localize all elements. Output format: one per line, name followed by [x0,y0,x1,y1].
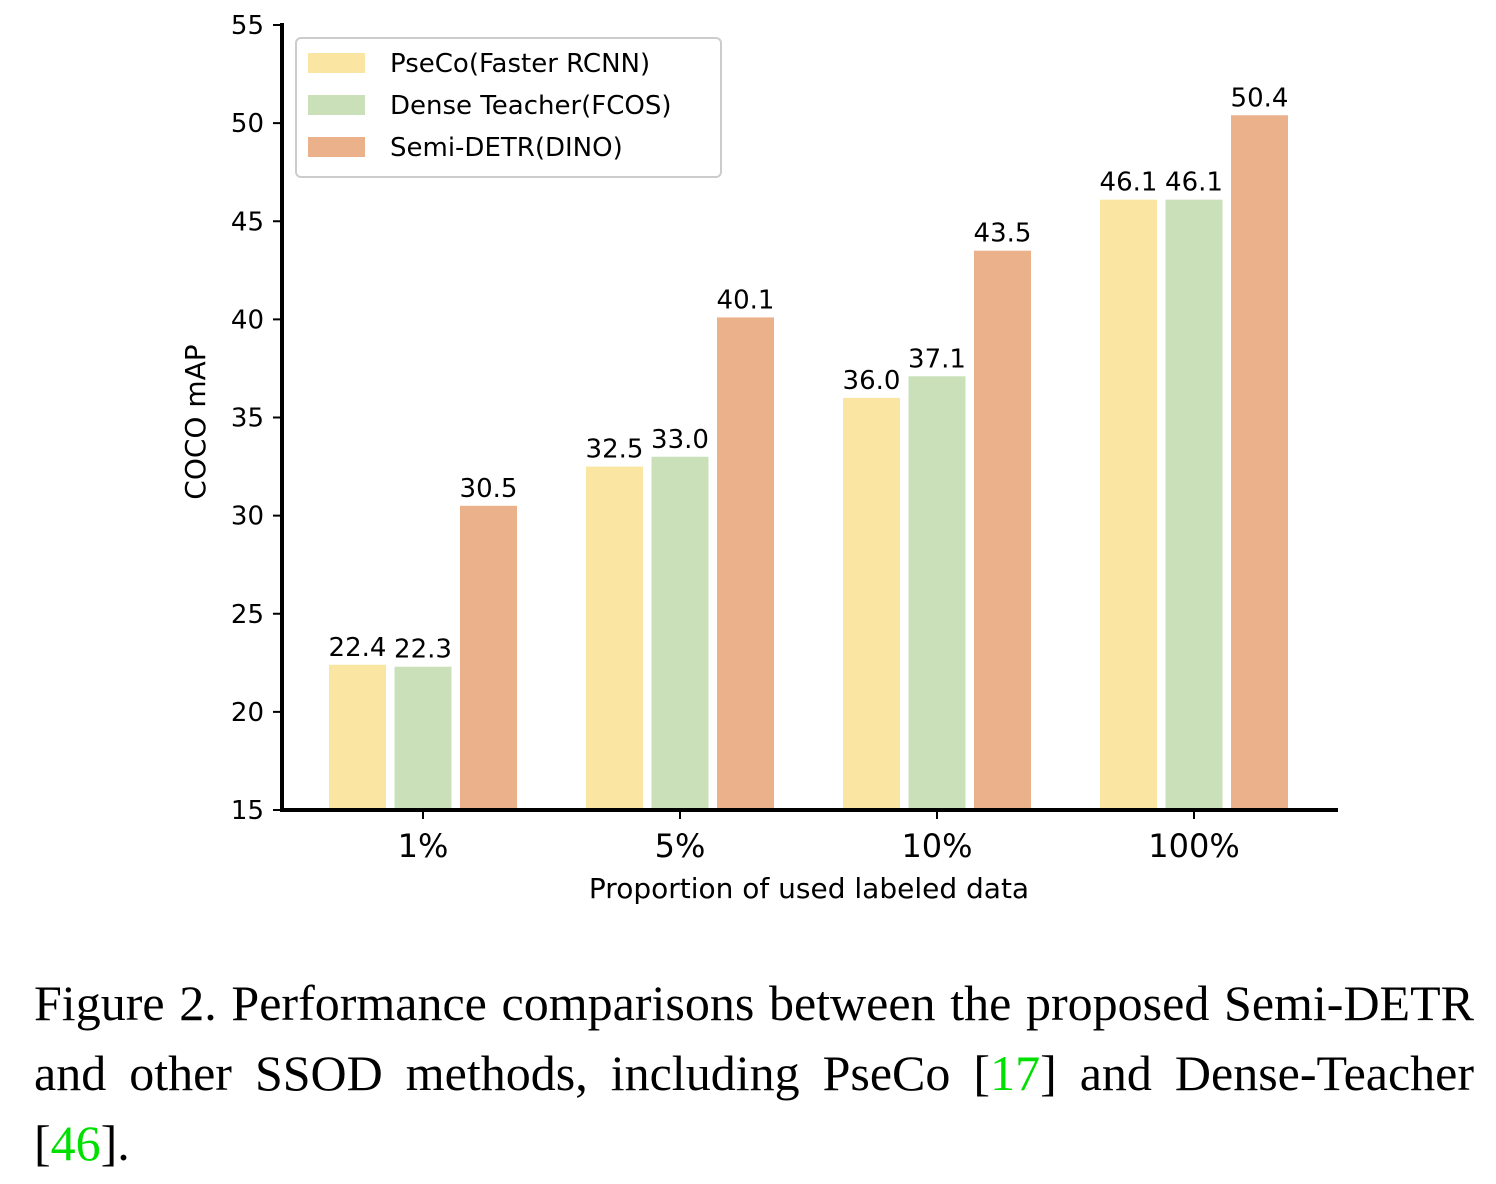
y-tick-label-30: 30 [231,502,264,532]
legend-swatch-3 [308,137,365,157]
legend-label-3: Semi-DETR(DINO) [390,133,623,163]
x-axis-label: Proportion of used labeled data [589,872,1029,905]
x-tick-label-2: 5% [655,827,706,865]
bar-1-1 [329,664,386,810]
value-label-3-2: 40.1 [717,285,775,315]
bar-1-2 [586,466,643,810]
x-tick-label-4: 100% [1148,827,1239,865]
value-label-2-2: 33.0 [651,425,709,455]
bar-3-4 [1231,115,1288,810]
legend-swatch-2 [308,95,365,115]
figure-caption: Figure 2. Performance comparisons betwee… [34,968,1474,1178]
legend: PseCo(Faster RCNN) Dense Teacher(FCOS) Sem… [295,37,722,178]
y-tick-label-45: 45 [231,207,264,237]
x-tick-label-3: 10% [901,827,972,865]
legend-label-2: Dense Teacher(FCOS) [390,91,672,121]
bar-2-4 [1165,199,1223,811]
legend-label-1: PseCo(Faster RCNN) [390,49,650,79]
value-label-3-4: 50.4 [1231,83,1289,113]
caption-text-1: Figure 2. Performance comparisons betwee… [34,975,1474,1101]
bar-2-2 [651,456,709,810]
y-ticks-layer: 15 20 25 30 35 40 45 50 55 [231,11,282,826]
bar-2-1 [394,666,452,810]
value-label-1-4: 46.1 [1100,168,1158,198]
bar-3-3 [974,250,1031,810]
bar-3-1 [460,505,517,810]
bar-2-3 [908,376,966,810]
y-tick-label-55: 55 [231,11,264,41]
bar-chart: 22.4 32.5 36.0 46.1 22.3 33.0 37.1 46.1 30.5 40.1… [179,11,1338,905]
value-label-3-3: 43.5 [974,219,1032,249]
value-label-1-3: 36.0 [843,366,901,396]
value-label-2-3: 37.1 [908,344,966,374]
citation-link-17[interactable]: 17 [990,1045,1041,1101]
bar-1-4 [1100,199,1157,811]
y-tick-label-15: 15 [231,796,264,826]
legend-swatch-1 [308,53,365,73]
y-axis-label: COCO mAP [179,344,212,499]
value-label-2-1: 22.3 [394,635,452,665]
caption-text-2: ] and Dense-Teacher [ [34,1045,1474,1171]
y-tick-label-50: 50 [231,109,264,139]
value-label-1-1: 22.4 [329,633,387,663]
bar-1-3 [843,397,900,810]
legend-frame [295,37,722,178]
bars-layer [329,115,1288,811]
x-ticks-layer: 1% 5% 10% 100% [398,810,1240,865]
y-tick-label-40: 40 [231,305,264,335]
y-tick-label-25: 25 [231,600,264,630]
x-tick-label-1: 1% [398,827,449,865]
citation-link-46[interactable]: 46 [50,1115,101,1171]
y-tick-label-20: 20 [231,698,264,728]
value-labels-layer: 22.4 32.5 36.0 46.1 22.3 33.0 37.1 46.1 30.5 40.1… [329,83,1289,664]
value-label-3-1: 30.5 [460,474,518,504]
value-label-2-4: 46.1 [1165,168,1223,198]
y-tick-label-35: 35 [231,404,264,434]
bar-3-2 [717,317,774,810]
caption-text-3: ]. [100,1115,130,1171]
value-label-1-2: 32.5 [586,435,644,465]
